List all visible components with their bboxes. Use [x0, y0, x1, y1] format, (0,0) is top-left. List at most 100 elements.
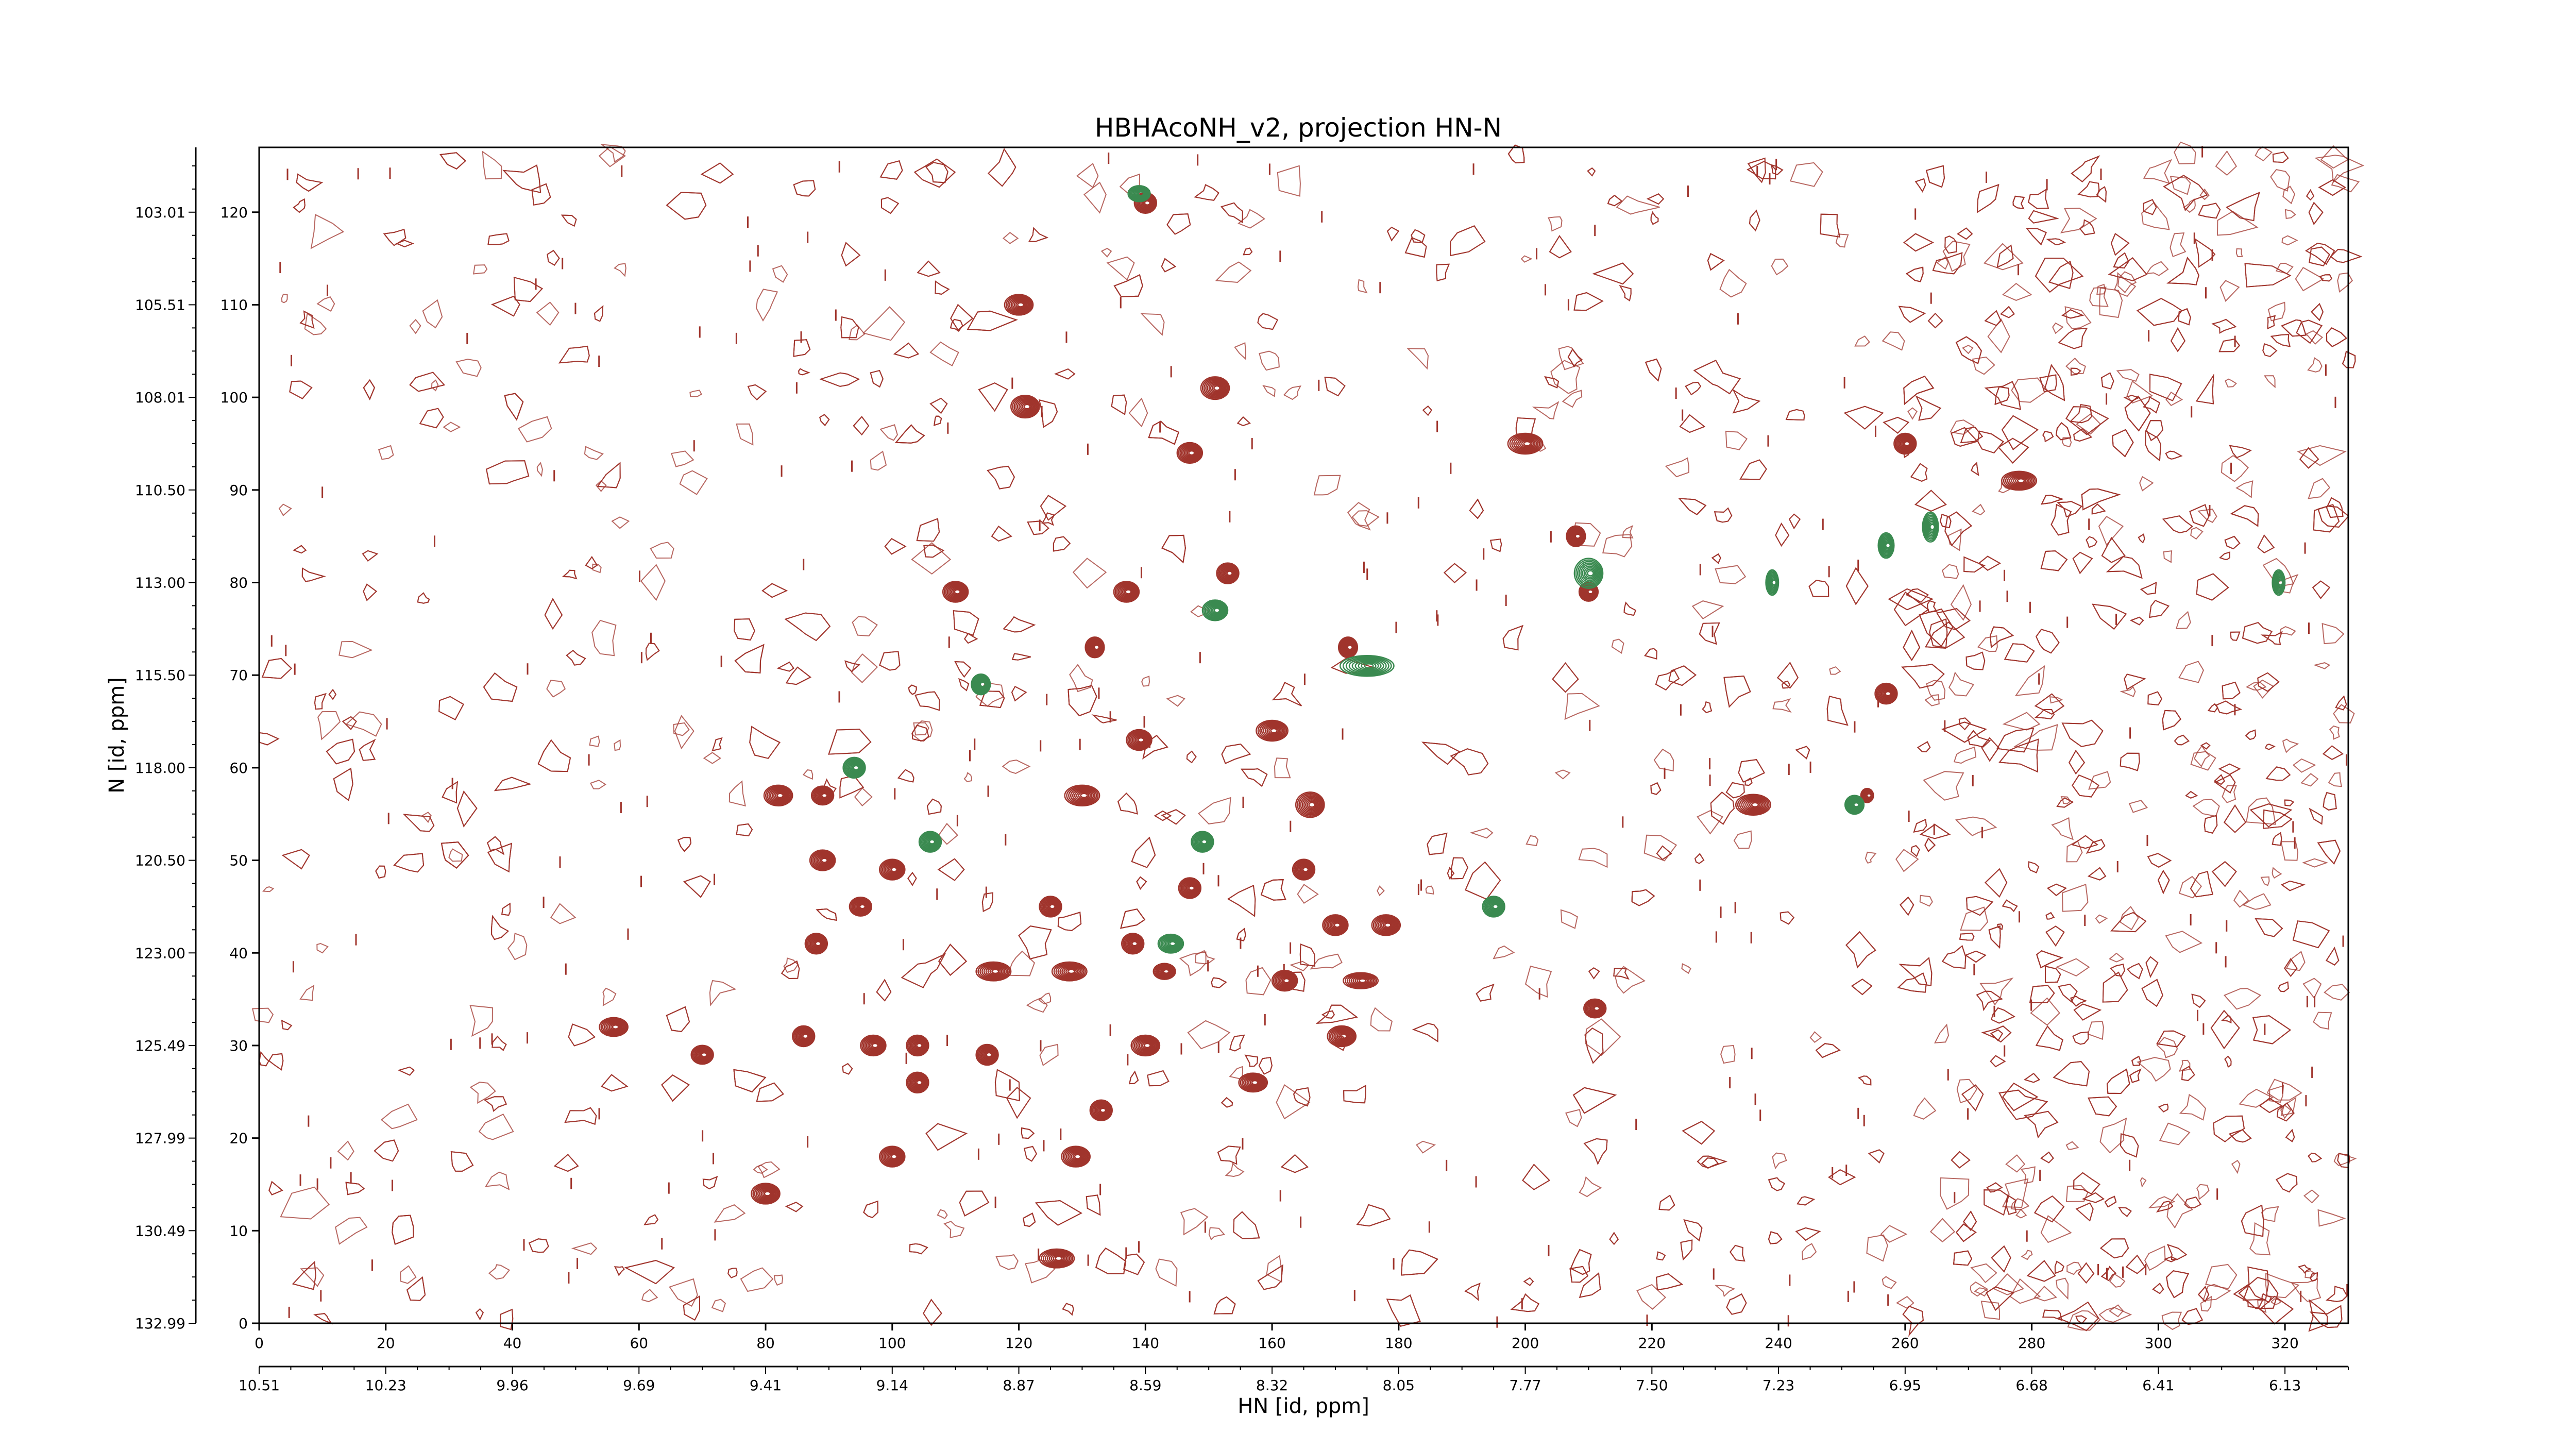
peak-contour-level: [1346, 973, 1376, 988]
noise-contour: [2190, 751, 2216, 771]
positive-peak: [860, 1034, 887, 1057]
noise-contour: [2146, 420, 2164, 442]
noise-contour: [2219, 280, 2240, 302]
peak-contour-level: [1354, 976, 1370, 985]
peak-contour-level: [1378, 918, 1396, 932]
positive-peak: [690, 1044, 714, 1065]
peak-contour-level: [1113, 581, 1140, 603]
peak-contour-level: [1013, 300, 1027, 310]
positive-peak: [1893, 432, 1917, 455]
noise-contour: [2281, 235, 2298, 246]
noise-contour: [1643, 834, 1677, 862]
peak-contour-level: [1124, 935, 1143, 953]
noise-contour: [2002, 1178, 2029, 1208]
noise-contour: [1607, 194, 1623, 207]
noise-contour: [1984, 1189, 2009, 1216]
noise-contour: [2292, 920, 2330, 949]
noise-contour: [2081, 488, 2121, 511]
positive-peak: [1004, 294, 1034, 316]
noise-contour: [2106, 556, 2143, 579]
noise-contour: [1714, 507, 1733, 523]
peak-contour-level: [1268, 727, 1279, 735]
noise-contour: [2012, 195, 2025, 210]
noise-contour: [772, 265, 788, 283]
noise-contour: [862, 306, 906, 341]
peak-contour-level: [1325, 916, 1347, 934]
peak-contour-level: [1579, 562, 1600, 584]
peak-contour-level: [1007, 296, 1031, 314]
peak-contour-level: [1483, 897, 1505, 917]
noise-contour: [438, 696, 464, 720]
peak-contour-level: [696, 1048, 711, 1062]
noise-contour: [1809, 1031, 1822, 1043]
noise-contour: [1520, 255, 1533, 263]
noise-contour: [1476, 984, 1495, 1002]
noise-contour: [1221, 202, 1243, 224]
noise-contour: [1650, 782, 1662, 795]
noise-contour: [2163, 175, 2208, 211]
noise-contour: [333, 767, 353, 801]
x-index-tick-label: 220: [1638, 1335, 1666, 1352]
noise-contour: [1003, 616, 1036, 633]
peak-contour-level: [1180, 879, 1200, 897]
noise-contour: [1211, 977, 1227, 988]
peak-contour-level: [771, 789, 788, 802]
noise-contour: [2222, 681, 2241, 700]
y-index-tick-label: 80: [229, 575, 248, 592]
noise-contour: [2058, 327, 2088, 349]
noise-contour: [2335, 695, 2347, 711]
noise-contour: [1622, 525, 1634, 538]
peak-contour-level: [1211, 384, 1222, 392]
peak-contour-level: [979, 1047, 996, 1063]
noise-contour: [2156, 1037, 2178, 1058]
noise-contour: [1217, 1145, 1241, 1165]
noise-contour: [2113, 252, 2129, 269]
noise-contour: [2326, 497, 2344, 518]
noise-contour: [2170, 232, 2187, 258]
noise-contour: [2015, 1208, 2027, 1219]
noise-contour: [1714, 1285, 1736, 1298]
peak-contour-level: [1899, 436, 1914, 451]
peak-contour-level: [1517, 437, 1536, 450]
peak-contour-level: [1243, 1075, 1265, 1090]
negative-peak: [1922, 511, 1939, 543]
noise-contour: [2145, 261, 2169, 276]
peak-contour-level: [1093, 645, 1100, 650]
peak-contour-level: [1292, 858, 1316, 881]
peak-contour-level: [1342, 641, 1356, 654]
peak-contour-level: [1087, 638, 1104, 656]
noise-contour: [1054, 368, 1076, 380]
noise-contour: [1578, 848, 1608, 868]
peak-contour-level: [751, 1183, 781, 1205]
noise-contour: [1386, 226, 1400, 242]
noise-contour: [661, 1074, 690, 1102]
noise-contour: [1623, 601, 1637, 616]
positive-peak: [1735, 794, 1771, 816]
noise-contour: [1412, 1023, 1438, 1042]
noise-contour: [251, 1007, 274, 1023]
noise-contour: [1260, 879, 1286, 901]
noise-contour: [2211, 318, 2237, 334]
noise-contour: [1283, 385, 1302, 400]
noise-contour: [2066, 1261, 2082, 1275]
noise-contour: [1707, 253, 1725, 271]
peak-contour-level: [1226, 570, 1233, 576]
noise-contour: [1702, 701, 1713, 714]
noise-contour: [2300, 773, 2319, 787]
y-ppm-ticks: 132.99130.49127.99125.49123.00120.50118.…: [135, 165, 196, 1332]
peak-contour-level: [1897, 435, 1914, 452]
positive-peak: [1113, 581, 1140, 603]
noise-contour: [2073, 1003, 2102, 1021]
peak-contour-level: [2015, 477, 2027, 484]
noise-contour: [1406, 348, 1429, 370]
peak-contour-level: [603, 1019, 625, 1035]
noise-contour: [2308, 201, 2324, 226]
noise-contour: [2319, 274, 2333, 282]
noise-contour: [1631, 889, 1655, 906]
peak-contour-level: [775, 791, 785, 800]
noise-contour: [337, 1140, 354, 1161]
noise-contour: [1011, 653, 1031, 661]
peak-contour-level: [846, 760, 863, 776]
noise-contour: [761, 583, 788, 598]
peak-contour-level: [1850, 799, 1861, 811]
